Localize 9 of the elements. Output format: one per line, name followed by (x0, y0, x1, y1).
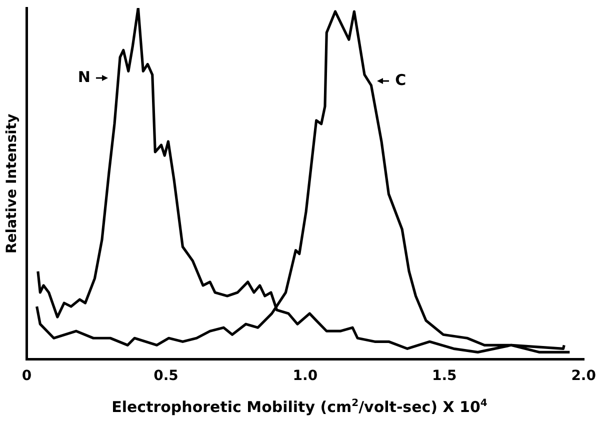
legend-label: C (395, 70, 406, 89)
x-tick-label: 0.5 (154, 368, 178, 384)
x-axis-title: Electrophoretic Mobility (cm$^{2}$/volt-sec) X 10$^{4}$ (110, 398, 488, 416)
x-tick-label: 2.0 (571, 368, 596, 384)
x-tick-label: 1.5 (432, 368, 457, 384)
x-tick-label: 1.0 (292, 368, 318, 384)
x-tick-label: 0 (22, 368, 32, 384)
y-axis-title: Relative Intensity (4, 114, 20, 254)
series-label: N (78, 68, 90, 86)
